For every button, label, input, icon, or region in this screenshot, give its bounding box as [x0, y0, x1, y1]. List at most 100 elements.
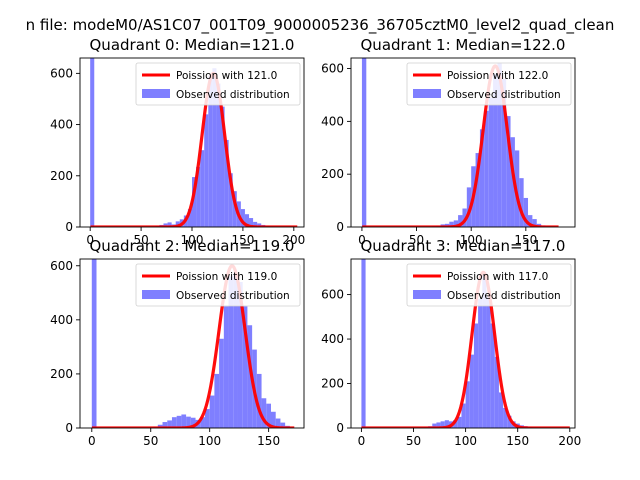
quadrant-3-plot-area — [360, 259, 571, 428]
quadrant-1-panel: Quadrant 1: Median=122.0 0 50 100 150 0 200 400… — [321, 36, 576, 247]
legend-fit-label: Poission with 122.0 — [447, 70, 548, 82]
histogram-bar — [458, 215, 463, 227]
y-tick-label: 0 — [336, 220, 344, 234]
histogram-bar — [444, 420, 449, 428]
histogram-bar — [453, 220, 459, 227]
y-tick-label: 400 — [321, 332, 344, 346]
histogram-bar — [204, 114, 209, 227]
histogram-bar — [490, 323, 495, 428]
legend-hist-label: Observed distribution — [176, 89, 290, 101]
histogram-bar — [228, 173, 233, 227]
histogram-bar — [240, 209, 245, 227]
histogram-bar — [249, 218, 254, 227]
x-tick-label: 200 — [282, 233, 305, 247]
x-tick-label: 100 — [181, 233, 204, 247]
histogram-bar — [440, 421, 445, 428]
legend-box — [135, 263, 301, 307]
x-tick-label: 150 — [506, 434, 529, 448]
x-tick-label: 150 — [231, 233, 254, 247]
histogram-bar — [503, 407, 508, 428]
axes-frame — [79, 258, 305, 429]
quadrant-0-panel: Quadrant 0: Median=121.0 0 50 100 150 200 0 200… — [50, 36, 305, 247]
poisson-fit-line — [360, 270, 571, 428]
histogram-bar — [186, 416, 191, 428]
histogram-bar — [212, 68, 217, 227]
y-tick-label: 400 — [50, 313, 73, 327]
legend-hist-label: Observed distribution — [176, 290, 290, 302]
x-tick-label: 150 — [514, 233, 537, 247]
histogram-bar — [473, 323, 479, 428]
y-tick-label: 600 — [321, 62, 344, 76]
histogram-bar — [493, 73, 498, 227]
histogram-bar — [204, 409, 210, 428]
histogram-bar — [270, 411, 276, 428]
x-tick-label: 200 — [558, 434, 581, 448]
histogram-bar — [209, 395, 215, 428]
histogram-bar — [266, 403, 271, 428]
histogram-bar — [432, 423, 437, 428]
y-tick-label: 200 — [321, 167, 344, 181]
figure-title: n file: modeM0/AS1C07_001T09_9000005236_… — [26, 16, 615, 35]
x-tick-label: 100 — [454, 434, 477, 448]
histogram-bar — [453, 420, 458, 428]
histogram-bar — [497, 63, 502, 227]
histogram-bar — [167, 222, 172, 227]
x-tick-label: 150 — [257, 434, 280, 448]
y-tick-label: 0 — [336, 421, 344, 435]
histogram-bar — [171, 417, 177, 428]
legend-hist-swatch — [142, 290, 170, 299]
histogram-bar — [523, 197, 529, 227]
histogram-bar — [519, 178, 524, 227]
histogram-bar — [465, 381, 470, 428]
histogram-bar — [224, 139, 229, 227]
histogram-bar — [200, 417, 205, 428]
x-tick-label: 50 — [133, 233, 148, 247]
y-tick-label: 600 — [50, 66, 73, 80]
histogram-bar — [479, 129, 485, 227]
x-tick-label: 0 — [88, 434, 96, 448]
histogram-bar — [181, 414, 187, 428]
histogram-bar — [478, 299, 483, 428]
histogram-bar — [91, 259, 97, 428]
histogram-bar — [228, 276, 234, 428]
histogram-bar — [223, 306, 229, 428]
x-tick-label: 100 — [198, 434, 221, 448]
histogram-bar — [501, 79, 507, 227]
histogram-bar — [200, 150, 205, 227]
histogram-bar — [498, 392, 504, 428]
legend: Poission with 121.0 Observed distribution — [135, 62, 301, 106]
legend-hist-swatch — [413, 89, 441, 98]
x-tick-label: 50 — [143, 434, 158, 448]
histogram-bar — [507, 415, 512, 428]
histogram-bar — [275, 418, 281, 428]
legend-hist-swatch — [413, 290, 441, 299]
histogram-bar — [163, 223, 168, 227]
histogram-bar — [488, 97, 494, 227]
quadrant-1-plot-area — [361, 58, 560, 227]
histogram-bar — [187, 209, 192, 227]
y-tick-label: 400 — [321, 114, 344, 128]
legend-fit-label: Poission with 121.0 — [176, 70, 277, 82]
legend-box — [135, 62, 301, 106]
y-tick-label: 200 — [321, 377, 344, 391]
histogram-bar — [280, 422, 286, 428]
histogram-bar — [449, 221, 454, 227]
histogram-bar — [253, 221, 258, 227]
histogram-bar — [510, 137, 515, 227]
histogram-bar — [232, 191, 237, 227]
legend-hist-label: Observed distribution — [447, 290, 561, 302]
histogram-bar — [257, 223, 262, 227]
axes-frame — [350, 258, 576, 429]
y-tick-label: 600 — [321, 288, 344, 302]
poisson-fit-line — [361, 64, 560, 227]
y-tick-label: 200 — [50, 169, 73, 183]
histogram-bar — [469, 354, 474, 428]
x-tick-label: 50 — [406, 434, 421, 448]
histogram-bar — [256, 373, 262, 428]
histogram-bar — [190, 417, 196, 428]
x-tick-label: 100 — [460, 233, 483, 247]
histogram-bar — [157, 424, 163, 428]
histogram-bar — [532, 219, 537, 227]
histogram-bar — [219, 338, 224, 428]
